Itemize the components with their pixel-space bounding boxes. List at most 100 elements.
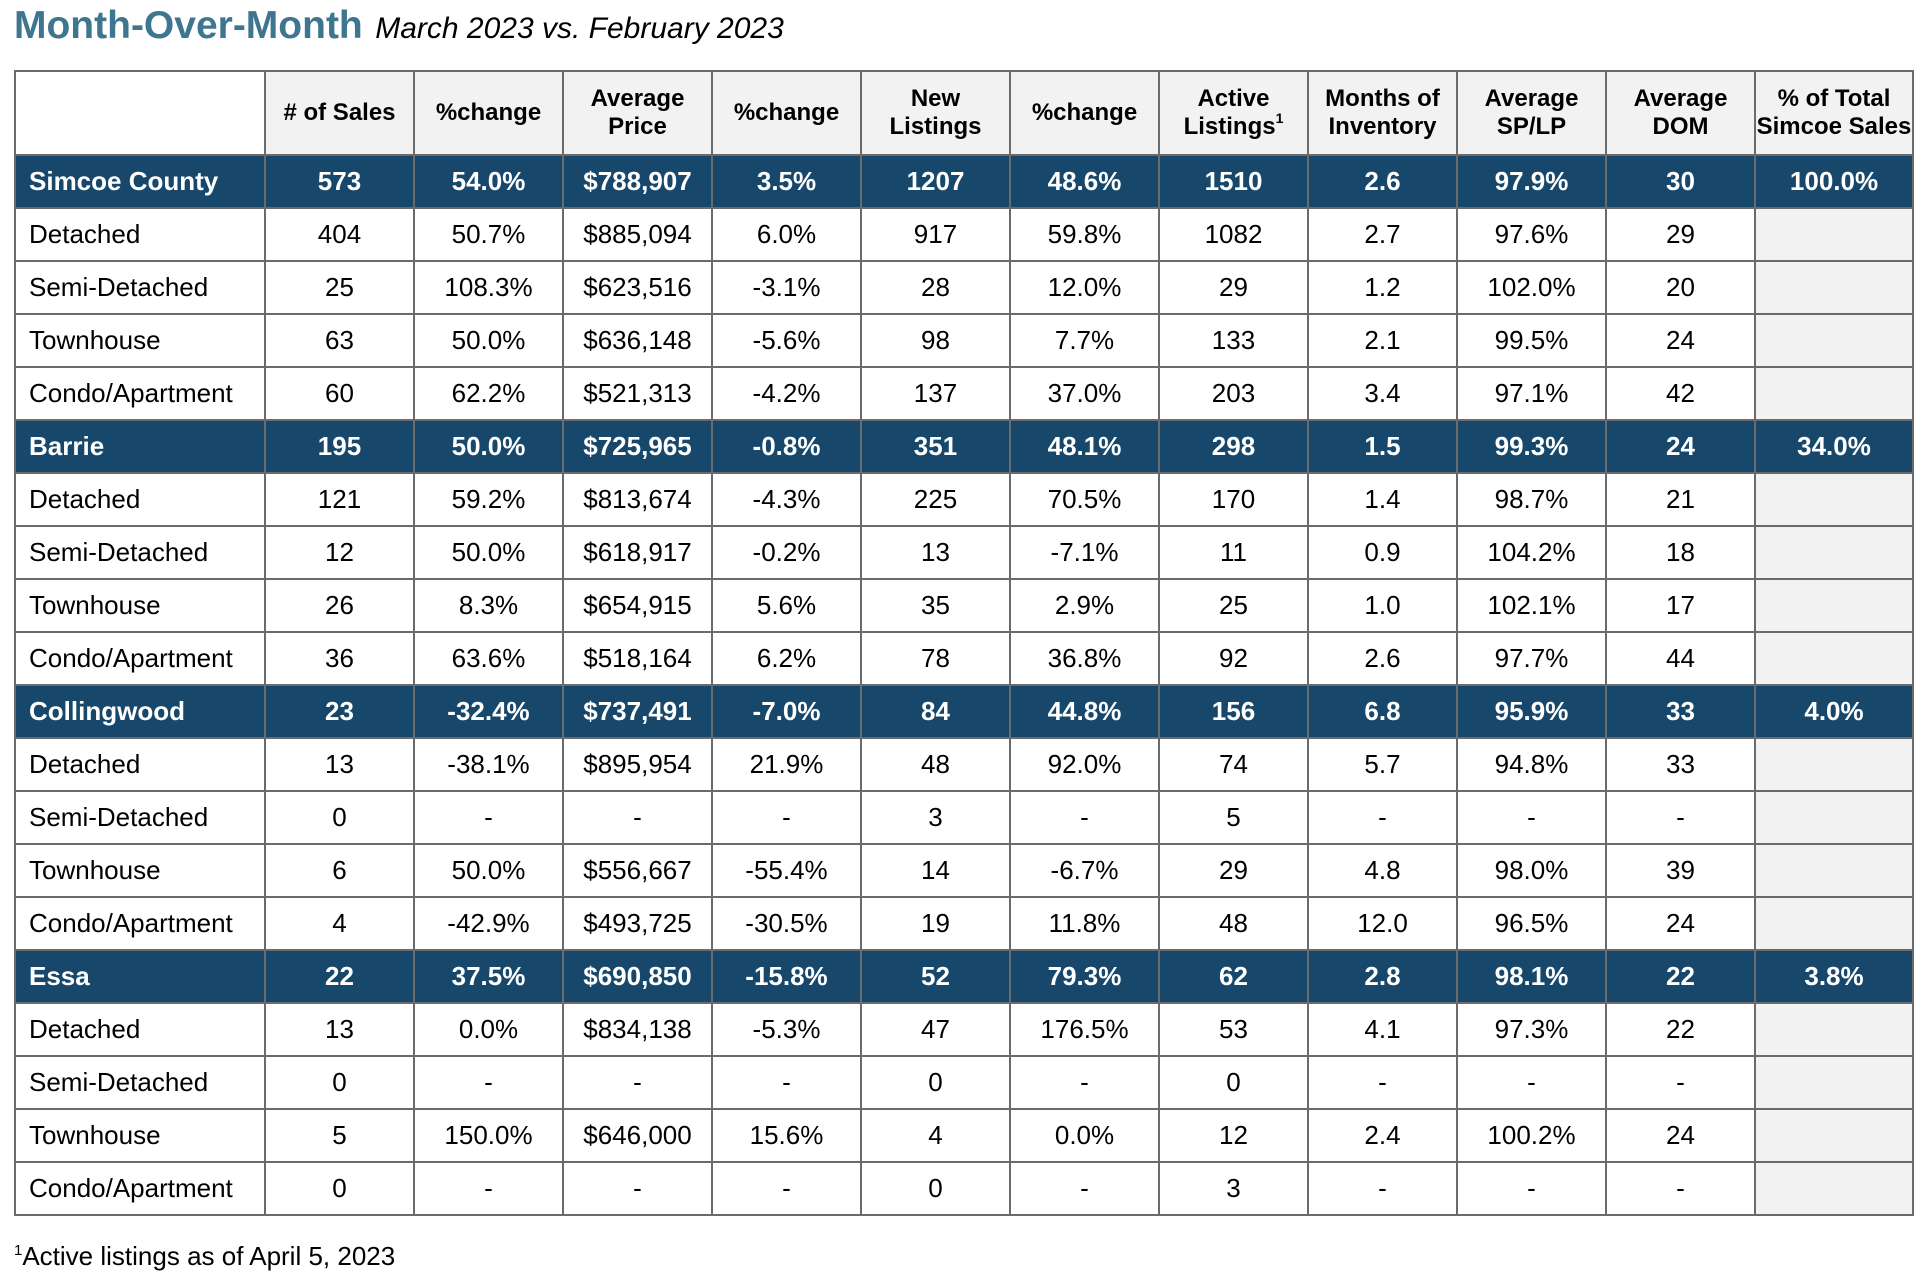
table-cell: 0 bbox=[1158, 1055, 1309, 1110]
table-cell: - bbox=[413, 790, 564, 845]
property-type: Condo/Apartment bbox=[14, 366, 266, 421]
region-name: Simcoe County bbox=[14, 154, 266, 209]
table-cell: 225 bbox=[860, 472, 1011, 527]
table-cell: 133 bbox=[1158, 313, 1309, 368]
column-header-label: # of Sales bbox=[283, 99, 396, 126]
table-cell: 84 bbox=[860, 684, 1011, 739]
table-cell: 18 bbox=[1605, 525, 1756, 580]
table-cell: 176.5% bbox=[1009, 1002, 1160, 1057]
table-cell: - bbox=[711, 1055, 862, 1110]
table-cell: 62.2% bbox=[413, 366, 564, 421]
report-title: Month-Over-Month bbox=[14, 4, 363, 47]
table-cell: 29 bbox=[1158, 843, 1309, 898]
table-cell: 1.2 bbox=[1307, 260, 1458, 315]
table-cell: 1082 bbox=[1158, 207, 1309, 262]
table-cell: 203 bbox=[1158, 366, 1309, 421]
table-cell: 3.8% bbox=[1754, 949, 1914, 1004]
table-row: Townhouse 5 150.0% $646,000 15.6% 4 0.0% 12 2.4 1… bbox=[14, 1108, 1914, 1163]
table-cell: 2.9% bbox=[1009, 578, 1160, 633]
table-row: Semi-Detached 12 50.0% $618,917 -0.2% 13 -7.1%… bbox=[14, 525, 1914, 580]
table-row: Condo/Apartment 36 63.6% $518,164 6.2% 78 36.8… bbox=[14, 631, 1914, 686]
table-cell: 7.7% bbox=[1009, 313, 1160, 368]
table-cell: 104.2% bbox=[1456, 525, 1607, 580]
table-cell: 0.9 bbox=[1307, 525, 1458, 580]
property-type: Townhouse bbox=[14, 578, 266, 633]
table-cell: 100.0% bbox=[1754, 154, 1914, 209]
table-cell: 95.9% bbox=[1456, 684, 1607, 739]
table-cell: 4.8 bbox=[1307, 843, 1458, 898]
table-cell: $493,725 bbox=[562, 896, 713, 951]
table-cell: 37.0% bbox=[1009, 366, 1160, 421]
table-cell: 19 bbox=[860, 896, 1011, 951]
table-cell: 298 bbox=[1158, 419, 1309, 474]
table-cell: 97.9% bbox=[1456, 154, 1607, 209]
table-cell bbox=[1754, 1108, 1914, 1163]
table-cell: 2.1 bbox=[1307, 313, 1458, 368]
table-cell: 50.0% bbox=[413, 525, 564, 580]
table-cell: - bbox=[1456, 790, 1607, 845]
table-cell: $813,674 bbox=[562, 472, 713, 527]
table-cell: 37.5% bbox=[413, 949, 564, 1004]
column-header-label: %change bbox=[1031, 99, 1138, 126]
column-header-label: Active Listings bbox=[1183, 85, 1276, 140]
column-header: %change bbox=[711, 70, 862, 156]
table-cell: 96.5% bbox=[1456, 896, 1607, 951]
table-cell: 22 bbox=[1605, 1002, 1756, 1057]
table-cell: 34.0% bbox=[1754, 419, 1914, 474]
column-header-label: % of Total Simcoe Sales bbox=[1756, 85, 1912, 140]
column-header: %change bbox=[1009, 70, 1160, 156]
table-cell: 0 bbox=[860, 1161, 1011, 1216]
table-cell: 30 bbox=[1605, 154, 1756, 209]
table-row: Detached 121 59.2% $813,674 -4.3% 225 70.5% 170… bbox=[14, 472, 1914, 527]
table-cell: 62 bbox=[1158, 949, 1309, 1004]
table-cell: 0 bbox=[264, 790, 415, 845]
table-cell: 4.0% bbox=[1754, 684, 1914, 739]
table-cell: 24 bbox=[1605, 419, 1756, 474]
table-cell: - bbox=[1456, 1055, 1607, 1110]
property-type: Semi-Detached bbox=[14, 790, 266, 845]
table-cell: 98 bbox=[860, 313, 1011, 368]
table-cell: 74 bbox=[1158, 737, 1309, 792]
column-header-label: Months of Inventory bbox=[1325, 85, 1440, 140]
table-cell: 21.9% bbox=[711, 737, 862, 792]
table-cell: - bbox=[1307, 790, 1458, 845]
table-cell: 2.4 bbox=[1307, 1108, 1458, 1163]
table-cell: 53 bbox=[1158, 1002, 1309, 1057]
table-cell: -15.8% bbox=[711, 949, 862, 1004]
table-cell: - bbox=[1605, 790, 1756, 845]
table-row: Condo/Apartment 60 62.2% $521,313 -4.2% 137 37… bbox=[14, 366, 1914, 421]
table-cell: 195 bbox=[264, 419, 415, 474]
table-cell: $618,917 bbox=[562, 525, 713, 580]
table-cell: 21 bbox=[1605, 472, 1756, 527]
table-cell: 39 bbox=[1605, 843, 1756, 898]
table-cell: 29 bbox=[1158, 260, 1309, 315]
table-cell: 60 bbox=[264, 366, 415, 421]
table-cell: 92.0% bbox=[1009, 737, 1160, 792]
table-cell: 42 bbox=[1605, 366, 1756, 421]
column-header-label: %change bbox=[435, 99, 542, 126]
table-cell: 97.1% bbox=[1456, 366, 1607, 421]
property-type: Townhouse bbox=[14, 843, 266, 898]
region-name: Barrie bbox=[14, 419, 266, 474]
table-cell: -7.1% bbox=[1009, 525, 1160, 580]
table-cell: - bbox=[1456, 1161, 1607, 1216]
table-cell: 12.0% bbox=[1009, 260, 1160, 315]
table-cell: 0 bbox=[264, 1161, 415, 1216]
table-cell: 150.0% bbox=[413, 1108, 564, 1163]
table-cell: 20 bbox=[1605, 260, 1756, 315]
table-cell: 48.1% bbox=[1009, 419, 1160, 474]
table-cell: 63.6% bbox=[413, 631, 564, 686]
table-cell: 13 bbox=[264, 737, 415, 792]
column-header-label: New Listings bbox=[889, 85, 982, 140]
table-cell: $885,094 bbox=[562, 207, 713, 262]
table-cell: 170 bbox=[1158, 472, 1309, 527]
property-type: Condo/Apartment bbox=[14, 1161, 266, 1216]
table-cell: 99.5% bbox=[1456, 313, 1607, 368]
table-cell: 1207 bbox=[860, 154, 1011, 209]
property-type: Townhouse bbox=[14, 313, 266, 368]
table-cell: 97.7% bbox=[1456, 631, 1607, 686]
table-cell: 2.8 bbox=[1307, 949, 1458, 1004]
table-cell: 6.8 bbox=[1307, 684, 1458, 739]
table-cell: 0.0% bbox=[1009, 1108, 1160, 1163]
table-cell: -0.8% bbox=[711, 419, 862, 474]
